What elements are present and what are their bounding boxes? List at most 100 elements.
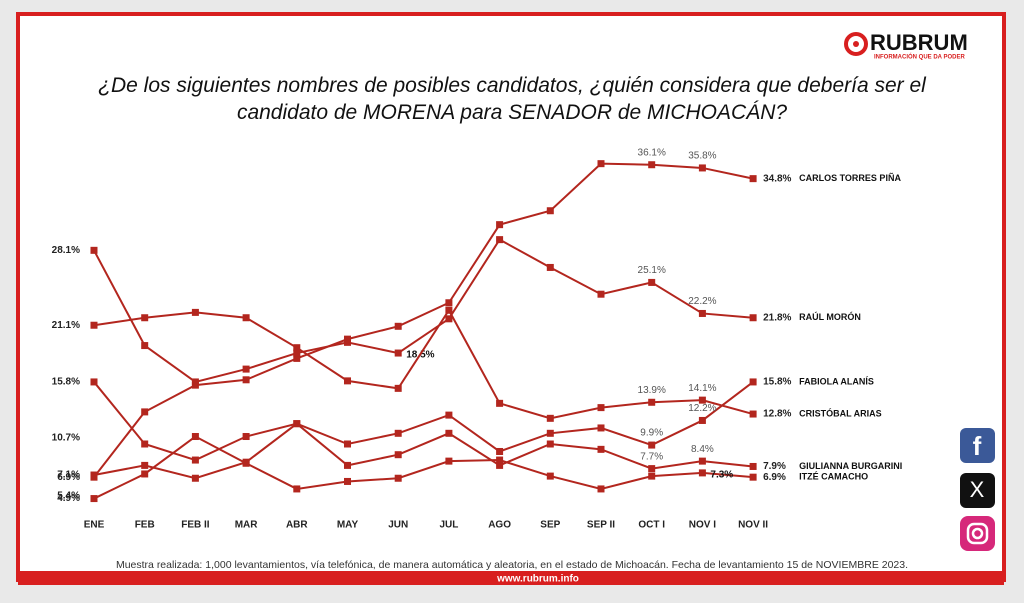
value-label: 8.4%: [691, 444, 714, 455]
point: [749, 410, 757, 418]
point: [394, 429, 402, 437]
point: [445, 299, 453, 307]
point: [293, 420, 301, 428]
point: [445, 411, 453, 419]
point: [496, 461, 504, 469]
point: [344, 440, 351, 448]
point: [749, 378, 757, 386]
point: [344, 477, 351, 485]
point: [242, 433, 250, 441]
facebook-icon[interactable]: [960, 428, 995, 463]
point: [749, 175, 757, 183]
legend-label: ITZÉ CAMACHO: [799, 472, 868, 482]
series-line: [93, 435, 754, 500]
point: [445, 315, 453, 323]
value-label: 21.8%: [763, 312, 791, 323]
x-tick-label: NOV II: [738, 520, 768, 531]
point: [141, 314, 149, 322]
legend-label: GIULIANNA BURGARINI: [799, 461, 902, 471]
point: [597, 424, 605, 432]
point: [698, 416, 706, 424]
x-tick-label: OCT I: [638, 520, 665, 531]
x-tick-label: ABR: [286, 520, 308, 531]
value-label: 15.8%: [52, 377, 80, 388]
point: [749, 314, 757, 322]
instagram-icon[interactable]: [960, 516, 995, 551]
value-label: 12.2%: [688, 403, 716, 414]
x-tick-label: ENE: [84, 520, 105, 531]
x-tick-label: FEB II: [181, 520, 210, 531]
series-line: [93, 162, 754, 478]
x-glyph: X: [970, 477, 985, 502]
point: [242, 376, 250, 384]
x-tick-label: MAY: [337, 520, 359, 531]
point: [546, 472, 554, 480]
point: [394, 474, 402, 482]
point: [242, 365, 250, 373]
point: [546, 429, 554, 437]
value-label: 6.9%: [763, 472, 786, 483]
point: [698, 309, 706, 317]
x-tick-label: JUN: [388, 520, 408, 531]
point: [344, 338, 351, 346]
point: [445, 429, 453, 437]
point: [141, 470, 149, 478]
value-label: 7.7%: [640, 451, 663, 462]
point: [698, 469, 706, 477]
frame: [16, 12, 1006, 582]
point: [648, 398, 656, 406]
point: [496, 456, 504, 464]
facebook-glyph: f: [973, 431, 982, 461]
legend-label: FABIOLA ALANÍS: [799, 376, 874, 386]
series-line: [93, 381, 754, 462]
point: [191, 308, 199, 316]
point: [648, 465, 656, 473]
point: [293, 485, 301, 493]
series-line: [93, 238, 754, 384]
point: [242, 459, 250, 467]
point: [648, 278, 656, 286]
point: [546, 414, 554, 422]
point: [496, 447, 504, 455]
point: [191, 474, 199, 482]
point: [597, 445, 605, 453]
value-label: 7.9%: [763, 461, 786, 472]
point: [496, 221, 504, 229]
point: [191, 433, 199, 441]
point: [546, 207, 554, 215]
logo: RUBRUM: [870, 30, 968, 55]
point: [597, 404, 605, 412]
point: [597, 160, 605, 168]
point: [648, 472, 656, 480]
value-label: 7.3%: [710, 470, 733, 481]
value-label: 9.9%: [640, 428, 663, 439]
x-tick-label: AGO: [488, 520, 511, 531]
point: [141, 440, 149, 448]
point: [749, 473, 757, 481]
x-tick-label: FEB: [135, 520, 155, 531]
value-label: 21.1%: [52, 320, 80, 331]
point: [90, 495, 98, 503]
point: [698, 164, 706, 172]
point: [141, 461, 149, 469]
point: [394, 384, 402, 392]
point: [293, 349, 301, 357]
value-label: 15.8%: [763, 377, 791, 388]
x-icon[interactable]: [960, 473, 995, 508]
legend-label: CARLOS TORRES PIÑA: [799, 173, 901, 183]
value-label: 7.1%: [57, 470, 80, 481]
value-label: 14.1%: [688, 383, 716, 394]
point: [597, 485, 605, 493]
value-label: 34.8%: [763, 173, 791, 184]
instagram-glyph: [966, 522, 989, 545]
instagram-lens: [971, 527, 984, 540]
value-label: 6.9%: [57, 472, 80, 483]
point: [293, 344, 301, 352]
point: [648, 161, 656, 169]
logo-mark: [844, 32, 868, 56]
point: [191, 456, 199, 464]
value-label: 36.1%: [638, 147, 666, 158]
point: [394, 349, 402, 357]
point: [445, 457, 453, 465]
